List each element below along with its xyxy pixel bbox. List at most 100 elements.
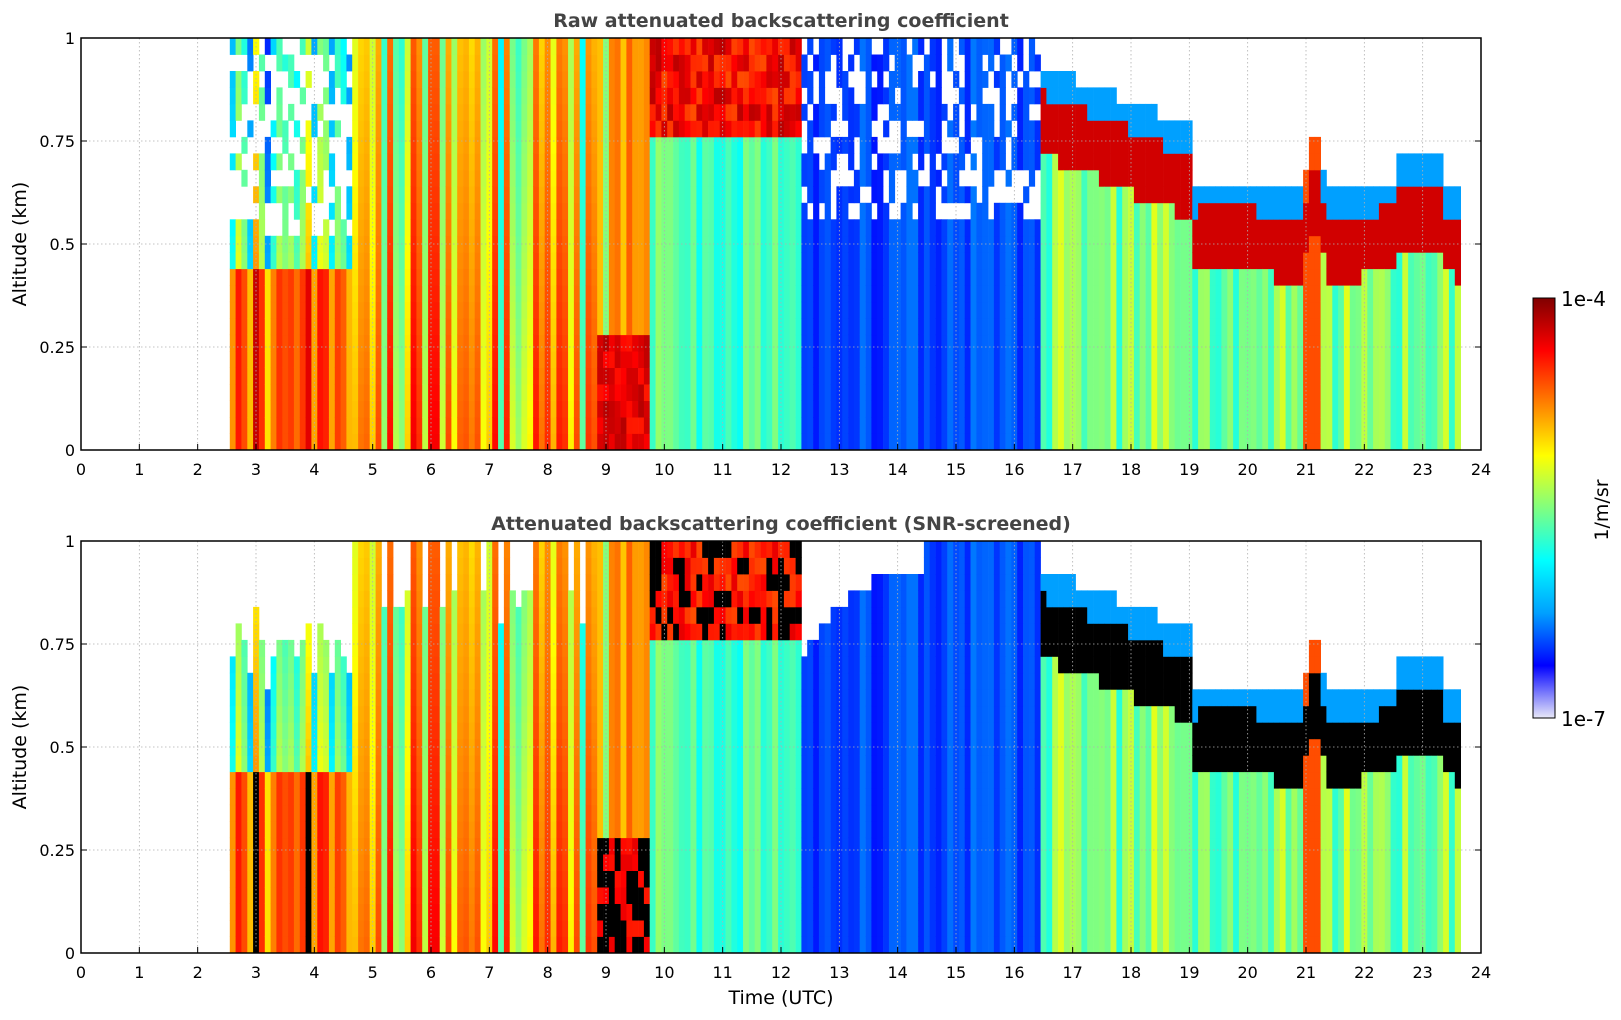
heatmap-cell bbox=[1023, 384, 1030, 401]
heatmap-cell bbox=[404, 301, 411, 319]
heatmap-cell bbox=[334, 639, 341, 657]
heatmap-cell bbox=[1268, 301, 1275, 319]
heatmap-cell bbox=[1198, 433, 1205, 451]
heatmap-cell bbox=[958, 186, 966, 204]
heatmap-cell bbox=[276, 656, 283, 674]
heatmap-cell bbox=[626, 87, 633, 105]
heatmap-cell bbox=[626, 120, 633, 138]
heatmap-cell bbox=[1378, 384, 1386, 401]
heatmap-cell bbox=[241, 903, 248, 921]
heatmap-cell bbox=[1133, 136, 1141, 154]
heatmap-cell bbox=[649, 400, 656, 418]
heatmap-cell bbox=[818, 334, 826, 352]
heatmap-cell bbox=[853, 334, 861, 352]
heatmap-cell bbox=[369, 417, 376, 434]
heatmap-cell bbox=[649, 169, 656, 187]
heatmap-cell bbox=[795, 252, 802, 270]
heatmap-cell bbox=[1139, 252, 1146, 270]
heatmap-cell bbox=[352, 318, 359, 336]
heatmap-cell bbox=[282, 771, 289, 789]
heatmap-cell bbox=[748, 202, 756, 220]
heatmap-cell bbox=[498, 103, 505, 121]
heatmap-cell bbox=[1361, 417, 1368, 434]
heatmap-cell bbox=[381, 202, 388, 220]
heatmap-cell bbox=[626, 38, 633, 55]
heatmap-cell bbox=[719, 417, 726, 434]
heatmap-cell bbox=[608, 252, 616, 270]
heatmap-cell bbox=[276, 804, 283, 822]
heatmap-cell bbox=[527, 136, 534, 154]
heatmap-cell bbox=[264, 301, 271, 319]
heatmap-cell bbox=[918, 351, 925, 368]
heatmap-cell bbox=[503, 235, 511, 253]
heatmap-cell bbox=[474, 120, 481, 138]
heatmap-cell bbox=[649, 54, 656, 72]
heatmap-cell bbox=[416, 153, 423, 171]
heatmap-cell bbox=[282, 384, 289, 401]
heatmap-cell bbox=[626, 219, 633, 237]
heatmap-cell bbox=[492, 153, 499, 171]
heatmap-cell bbox=[416, 120, 423, 138]
heatmap-cell bbox=[760, 202, 767, 220]
heatmap-cell bbox=[1326, 219, 1333, 237]
heatmap-cell bbox=[451, 351, 458, 368]
heatmap-cell bbox=[1128, 252, 1135, 270]
heatmap-cell bbox=[334, 285, 341, 303]
heatmap-cell bbox=[457, 219, 464, 237]
heatmap-cell bbox=[276, 771, 283, 789]
heatmap-cell bbox=[1063, 400, 1071, 418]
heatmap-cell bbox=[1122, 334, 1129, 352]
heatmap-cell bbox=[1419, 268, 1426, 286]
heatmap-cell bbox=[766, 433, 773, 451]
heatmap-cell bbox=[398, 38, 406, 55]
heatmap-cell bbox=[737, 202, 744, 220]
heatmap-cell bbox=[1069, 153, 1076, 171]
heatmap-cell bbox=[795, 71, 802, 88]
heatmap-cell bbox=[241, 870, 248, 888]
heatmap-cell bbox=[585, 301, 592, 319]
heatmap-cell bbox=[888, 38, 896, 55]
heatmap-cell bbox=[970, 318, 977, 336]
heatmap-cell bbox=[363, 301, 371, 319]
heatmap-cell bbox=[614, 54, 621, 72]
heatmap-cell bbox=[836, 268, 843, 286]
heatmap-cell bbox=[585, 219, 592, 237]
heatmap-cell bbox=[1023, 219, 1030, 237]
heatmap-cell bbox=[1291, 417, 1298, 434]
x-tick-label: 16 bbox=[1004, 460, 1024, 479]
heatmap-cell bbox=[1215, 400, 1222, 418]
heatmap-cell bbox=[1413, 400, 1421, 418]
heatmap-cell bbox=[1052, 268, 1059, 286]
heatmap-cell bbox=[573, 351, 581, 368]
heatmap-cell bbox=[328, 936, 336, 954]
heatmap-cell bbox=[923, 136, 931, 154]
heatmap-cell bbox=[795, 186, 802, 204]
heatmap-cell bbox=[439, 268, 446, 286]
heatmap-cell bbox=[789, 285, 796, 303]
x-tick-label: 22 bbox=[1354, 460, 1374, 479]
heatmap-cell bbox=[1034, 252, 1041, 270]
heatmap-cell bbox=[498, 54, 505, 72]
heatmap-cell bbox=[1145, 169, 1152, 187]
heatmap-cell bbox=[573, 153, 581, 171]
heatmap-cell bbox=[1268, 235, 1275, 253]
heatmap-cell bbox=[1139, 120, 1146, 138]
heatmap-cell bbox=[1303, 400, 1310, 418]
heatmap-cell bbox=[451, 153, 458, 171]
heatmap-cell bbox=[1005, 318, 1012, 336]
heatmap-cell bbox=[1308, 351, 1316, 368]
heatmap-cell bbox=[1058, 433, 1065, 451]
heatmap-cell bbox=[1256, 252, 1263, 270]
heatmap-cell bbox=[480, 186, 487, 204]
heatmap-cell bbox=[468, 87, 476, 105]
heatmap-cell bbox=[398, 186, 406, 204]
heatmap-cell bbox=[1040, 384, 1047, 401]
heatmap-cell bbox=[626, 268, 633, 286]
heatmap-cell bbox=[725, 219, 732, 237]
heatmap-cell bbox=[416, 38, 423, 55]
heatmap-cell bbox=[264, 755, 271, 773]
heatmap-cell bbox=[696, 351, 703, 368]
heatmap-cell bbox=[807, 433, 814, 451]
heatmap-cell bbox=[643, 417, 651, 434]
heatmap-cell bbox=[591, 202, 598, 220]
